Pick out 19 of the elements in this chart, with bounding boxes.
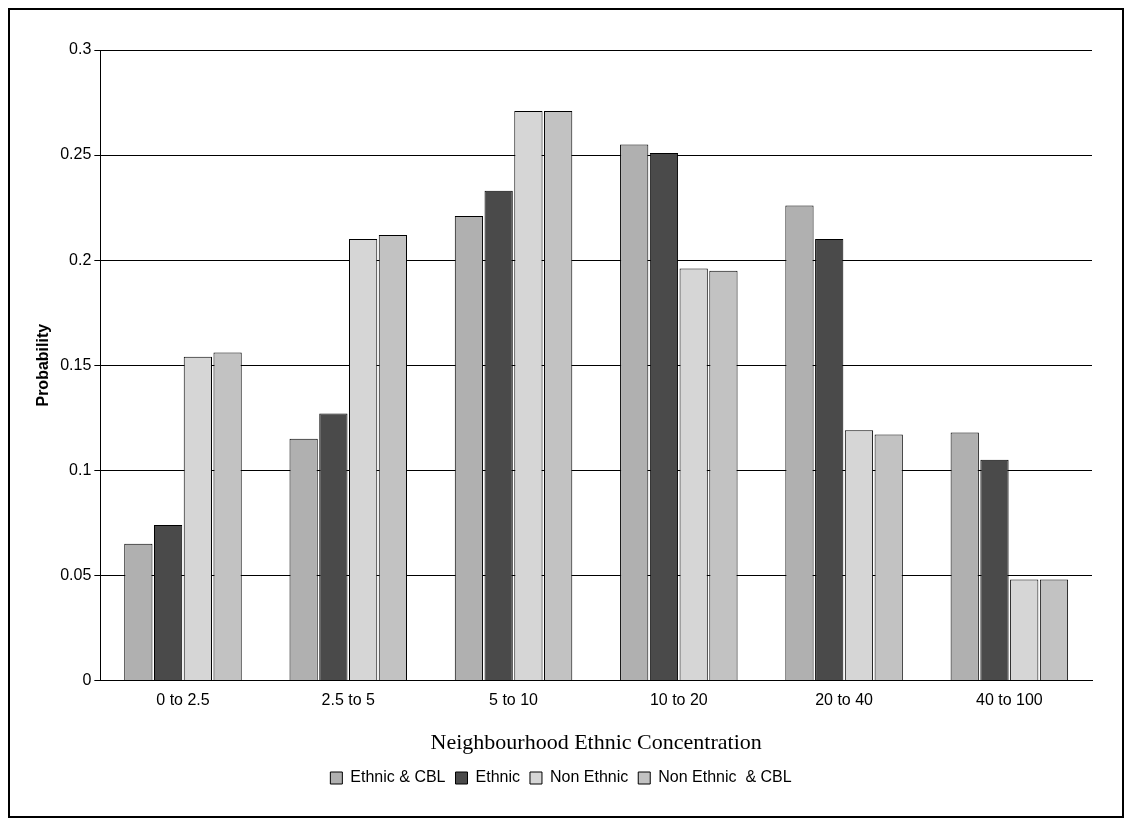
x-tick-label: 0 to 2.5	[156, 691, 210, 709]
x-axis-title: Neighbourhood Ethnic Concentration	[430, 728, 762, 754]
y-tick-label: 0.05	[60, 565, 92, 583]
y-tick-label: 0.3	[69, 40, 92, 58]
legend-label: Ethnic	[475, 768, 520, 786]
legend-label: Ethnic & CBL	[350, 768, 446, 786]
y-tick-label: 0.25	[60, 145, 92, 163]
legend-label: Non Ethnic	[549, 768, 629, 786]
y-tick-label: 0.15	[60, 355, 92, 373]
y-tick-label: 0.2	[69, 250, 92, 268]
legend-label: Non Ethnic & CBL	[658, 768, 792, 786]
y-tick-label: 0.1	[69, 460, 92, 478]
y-tick-label: 0	[82, 670, 92, 688]
x-tick-label: 20 to 40	[815, 691, 874, 709]
x-tick-label: 10 to 20	[649, 691, 708, 709]
y-axis-title: Probability	[34, 323, 52, 407]
x-tick-label: 5 to 10	[489, 691, 539, 709]
x-tick-label: 40 to 100	[975, 691, 1043, 709]
x-tick-label: 2.5 to 5	[321, 691, 376, 709]
